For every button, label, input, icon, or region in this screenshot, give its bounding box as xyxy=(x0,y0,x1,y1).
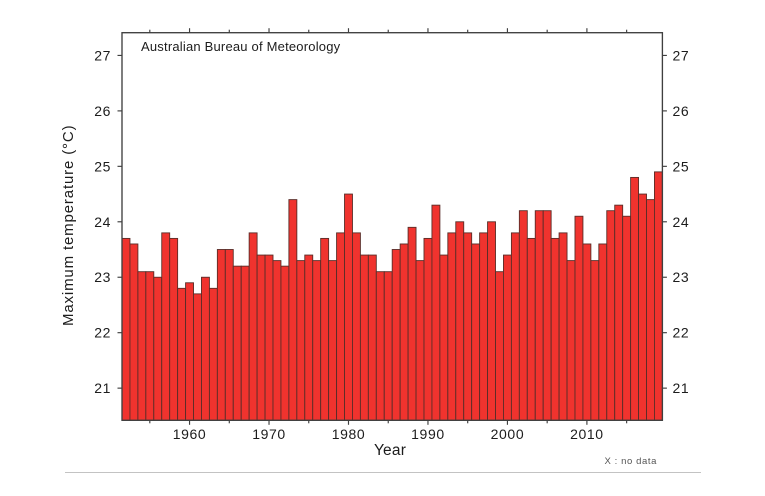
plot-frame xyxy=(121,32,664,421)
bar-1996 xyxy=(471,243,481,421)
bar-2004 xyxy=(534,210,544,421)
no-data-footnote: X : no data xyxy=(604,456,657,467)
y-tick-label-right-24: 24 xyxy=(673,214,690,230)
bar-1960 xyxy=(185,282,194,421)
y-tick-label-left-24: 24 xyxy=(94,214,111,230)
chart-annotation: Australian Bureau of Meteorology xyxy=(141,39,341,54)
bar-1987 xyxy=(399,243,409,421)
bar-2019 xyxy=(654,171,663,421)
bar-1969 xyxy=(256,254,266,421)
bar-1994 xyxy=(455,221,465,421)
bar-1972 xyxy=(280,265,290,421)
y-tick-label-left-23: 23 xyxy=(94,269,111,285)
bar-2018 xyxy=(646,199,655,421)
bar-1976 xyxy=(312,260,322,421)
bar-1963 xyxy=(208,287,218,421)
bar-2012 xyxy=(598,243,608,421)
x-axis-title: Year xyxy=(373,442,407,459)
x-tick-label-1990: 1990 xyxy=(411,426,445,442)
y-tick-label-left-22: 22 xyxy=(94,325,111,341)
bar-2015 xyxy=(622,215,632,421)
x-tick-label-1960: 1960 xyxy=(173,426,207,442)
bar-1965 xyxy=(224,249,234,421)
bar-1982 xyxy=(359,254,369,421)
bar-1990 xyxy=(423,237,433,421)
bar-1993 xyxy=(447,232,457,421)
bar-1973 xyxy=(288,199,298,421)
bar-1958 xyxy=(169,237,179,421)
bar-2000 xyxy=(503,254,512,421)
bar-1977 xyxy=(320,237,330,421)
bar-1966 xyxy=(232,265,242,421)
bar-1989 xyxy=(415,260,425,421)
bar-1964 xyxy=(216,249,226,421)
bar-1983 xyxy=(367,254,377,421)
bar-1974 xyxy=(296,260,306,421)
bar-1986 xyxy=(391,249,401,421)
y-tick-label-right-21: 21 xyxy=(673,380,690,396)
bar-2006 xyxy=(550,237,560,421)
bar-2002 xyxy=(518,210,528,421)
x-tick-label-2000: 2000 xyxy=(491,426,525,442)
bar-1997 xyxy=(479,232,489,421)
bar-1985 xyxy=(383,271,393,421)
x-tick-label-1970: 1970 xyxy=(252,426,286,442)
x-tick-label-1980: 1980 xyxy=(332,426,366,442)
y-tick-label-right-22: 22 xyxy=(673,325,690,341)
bar-1971 xyxy=(272,260,282,421)
bar-2001 xyxy=(510,232,520,421)
bar-1992 xyxy=(439,254,449,421)
footer-divider-line xyxy=(65,472,701,473)
y-tick-label-left-27: 27 xyxy=(94,47,111,63)
bar-2009 xyxy=(574,215,584,421)
bar-2005 xyxy=(542,210,552,421)
bar-2008 xyxy=(566,260,576,421)
bar-1956 xyxy=(153,276,163,421)
bar-1995 xyxy=(463,232,473,421)
y-tick-label-left-26: 26 xyxy=(94,103,111,119)
bar-1975 xyxy=(304,254,314,421)
y-tick-label-left-25: 25 xyxy=(94,158,111,174)
bar-2010 xyxy=(582,243,592,421)
bar-2017 xyxy=(638,193,647,421)
bar-1954 xyxy=(137,271,147,421)
bar-1970 xyxy=(264,254,274,421)
bar-1999 xyxy=(495,271,504,421)
x-tick-label-2010: 2010 xyxy=(570,426,604,442)
bar-2016 xyxy=(630,176,640,421)
bar-1953 xyxy=(129,243,139,421)
bar-1952 xyxy=(121,237,131,421)
bar-1959 xyxy=(177,287,187,421)
y-tick-label-right-23: 23 xyxy=(673,269,690,285)
bar-1957 xyxy=(161,232,171,421)
bar-2007 xyxy=(558,232,568,421)
bar-1955 xyxy=(145,271,155,421)
bar-1984 xyxy=(375,271,385,421)
bar-2011 xyxy=(590,260,600,421)
y-tick-label-left-21: 21 xyxy=(94,380,111,396)
bar-1968 xyxy=(248,232,258,421)
bar-1998 xyxy=(487,221,496,421)
y-tick-label-right-27: 27 xyxy=(673,47,690,63)
bar-2014 xyxy=(614,204,624,421)
bar-1978 xyxy=(328,260,338,421)
bar-1979 xyxy=(336,232,345,421)
bar-1967 xyxy=(240,265,250,421)
y-tick-label-right-26: 26 xyxy=(673,103,690,119)
bar-1988 xyxy=(407,226,417,421)
bar-1991 xyxy=(431,204,441,421)
bar-2013 xyxy=(606,210,616,421)
bar-1962 xyxy=(201,276,210,421)
y-tick-label-right-25: 25 xyxy=(673,158,690,174)
bar-2003 xyxy=(526,237,536,421)
bar-1961 xyxy=(193,293,202,421)
bar-1981 xyxy=(352,232,361,421)
bar-1980 xyxy=(344,193,353,421)
